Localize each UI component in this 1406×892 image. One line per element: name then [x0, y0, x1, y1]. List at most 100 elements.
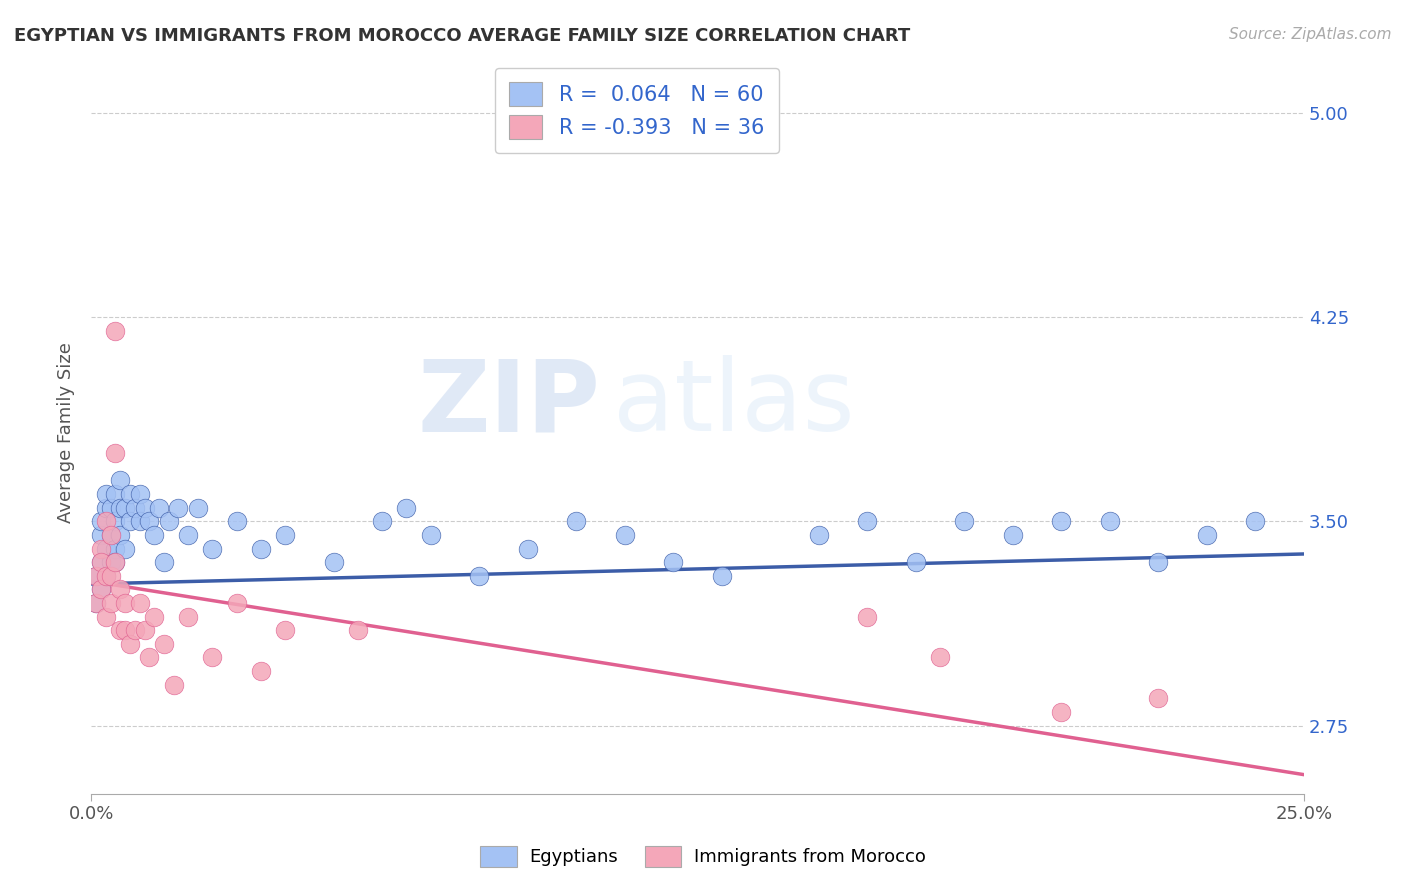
Point [1001, 528, 1024, 542]
Point [114, 541, 136, 556]
Point [250, 541, 273, 556]
Point [468, 568, 491, 582]
Point [1050, 705, 1073, 719]
Point [110, 624, 132, 638]
Point [90, 582, 112, 597]
Point [1147, 691, 1170, 706]
Point [929, 650, 952, 665]
Point [90, 555, 112, 569]
Point [100, 528, 122, 542]
Point [94, 500, 117, 515]
Point [662, 555, 685, 569]
Point [148, 500, 170, 515]
Point [322, 555, 344, 569]
Point [128, 487, 150, 501]
Point [250, 664, 273, 678]
Point [110, 474, 132, 488]
Point [118, 637, 141, 651]
Point [100, 500, 122, 515]
Point [395, 500, 418, 515]
Point [143, 528, 166, 542]
Point [128, 514, 150, 528]
Point [177, 609, 200, 624]
Text: Source: ZipAtlas.com: Source: ZipAtlas.com [1229, 27, 1392, 42]
Point [124, 624, 146, 638]
Point [110, 500, 132, 515]
Point [138, 650, 160, 665]
Point [104, 446, 127, 460]
Point [201, 650, 224, 665]
Point [1098, 514, 1121, 528]
Point [104, 514, 127, 528]
Point [110, 528, 132, 542]
Point [114, 596, 136, 610]
Point [153, 555, 176, 569]
Point [904, 555, 927, 569]
Point [104, 487, 127, 501]
Point [100, 528, 122, 542]
Point [124, 500, 146, 515]
Point [274, 528, 297, 542]
Point [118, 487, 141, 501]
Point [143, 609, 166, 624]
Point [104, 324, 127, 338]
Point [90, 514, 112, 528]
Point [274, 624, 297, 638]
Point [94, 609, 117, 624]
Point [167, 500, 190, 515]
Point [94, 568, 117, 582]
Point [516, 541, 538, 556]
Point [1195, 528, 1218, 542]
Point [114, 500, 136, 515]
Point [90, 582, 112, 597]
Point [1147, 555, 1170, 569]
Point [153, 637, 176, 651]
Point [94, 487, 117, 501]
Point [84, 568, 107, 582]
Point [157, 514, 180, 528]
Point [856, 609, 879, 624]
Point [84, 568, 107, 582]
Point [225, 596, 247, 610]
Point [347, 624, 370, 638]
Point [90, 541, 112, 556]
Text: ZIP: ZIP [418, 355, 600, 452]
Point [162, 678, 184, 692]
Point [100, 568, 122, 582]
Point [419, 528, 441, 542]
Point [856, 514, 879, 528]
Point [134, 500, 156, 515]
Point [177, 528, 200, 542]
Point [1050, 514, 1073, 528]
Point [134, 624, 156, 638]
Legend: Egyptians, Immigrants from Morocco: Egyptians, Immigrants from Morocco [474, 838, 932, 874]
Point [807, 528, 830, 542]
Point [138, 514, 160, 528]
Point [118, 514, 141, 528]
Point [953, 514, 976, 528]
Y-axis label: Average Family Size: Average Family Size [58, 343, 75, 524]
Point [110, 582, 132, 597]
Point [90, 555, 112, 569]
Point [710, 568, 733, 582]
Point [187, 500, 209, 515]
Text: atlas: atlas [613, 355, 855, 452]
Point [94, 541, 117, 556]
Legend: R =  0.064   N = 60, R = -0.393   N = 36: R = 0.064 N = 60, R = -0.393 N = 36 [495, 68, 779, 153]
Point [104, 541, 127, 556]
Point [94, 514, 117, 528]
Point [565, 514, 588, 528]
Point [128, 596, 150, 610]
Point [84, 596, 107, 610]
Point [90, 528, 112, 542]
Point [201, 541, 224, 556]
Point [94, 568, 117, 582]
Text: EGYPTIAN VS IMMIGRANTS FROM MOROCCO AVERAGE FAMILY SIZE CORRELATION CHART: EGYPTIAN VS IMMIGRANTS FROM MOROCCO AVER… [14, 27, 910, 45]
Point [225, 514, 247, 528]
Point [371, 514, 394, 528]
Point [100, 555, 122, 569]
Point [613, 528, 636, 542]
Point [1244, 514, 1267, 528]
Point [100, 596, 122, 610]
Point [104, 555, 127, 569]
